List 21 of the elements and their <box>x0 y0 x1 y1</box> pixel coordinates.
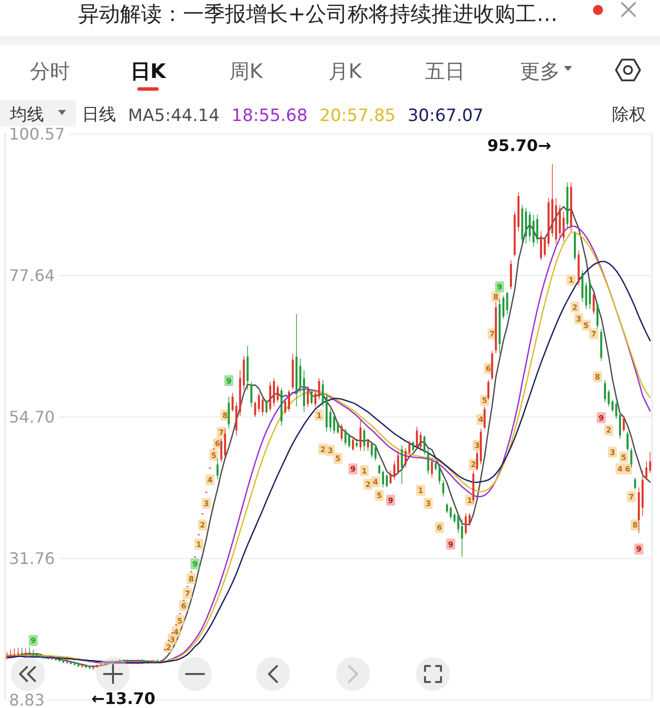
tab-label: 月K <box>328 59 362 83</box>
title: 异动解读：一季报增长+公司称将持续推进收购工… <box>78 2 558 26</box>
legend-label: 20:57.85 <box>320 106 396 126</box>
tab-label: 分时 <box>30 59 70 83</box>
y-tick-label: 77.64 <box>9 266 55 286</box>
tab-label: 周K <box>229 59 263 83</box>
tab-label: 五日 <box>425 59 465 83</box>
y-tick-label: 31.76 <box>9 549 55 568</box>
note: 95.70→ <box>487 136 552 156</box>
legend-label: 18:55.68 <box>232 106 308 126</box>
y-tick-label: 54.70 <box>9 408 55 427</box>
y-tick-label: 100.57 <box>9 124 65 144</box>
tab-label: 更多 <box>520 59 560 83</box>
y-tick-label: 8.83 <box>9 690 45 708</box>
legend-label: 30:67.07 <box>408 106 484 126</box>
adjust-label: 除权 <box>612 105 646 125</box>
note: ←13.70 <box>91 688 156 708</box>
selector-label: 均线 <box>10 105 44 125</box>
legend-label: MA5:44.14 <box>128 106 220 126</box>
tab-label: 日K <box>130 59 166 83</box>
period-label: 日线 <box>82 105 116 125</box>
